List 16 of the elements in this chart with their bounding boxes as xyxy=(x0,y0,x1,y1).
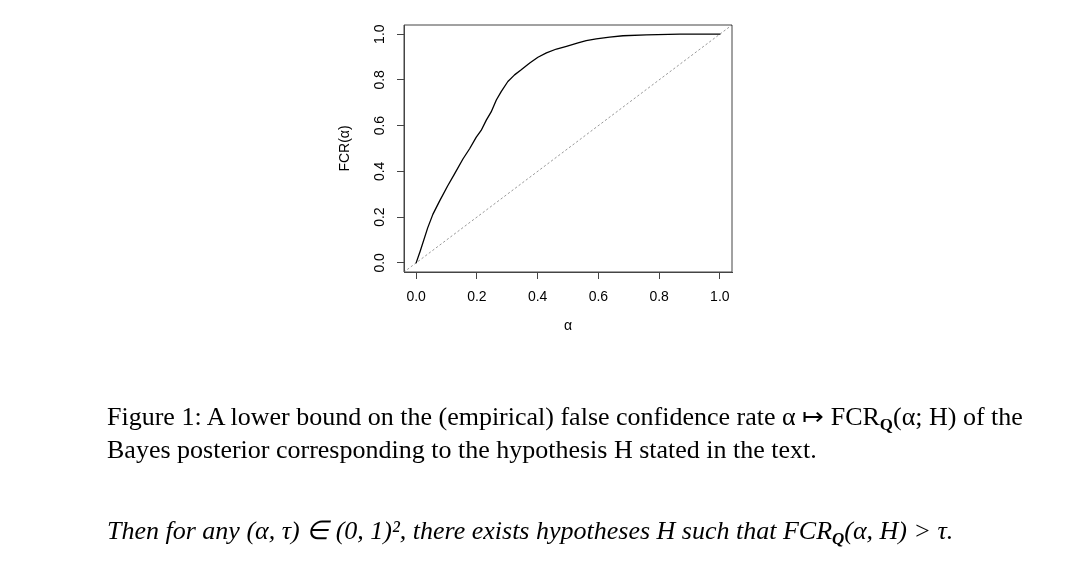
x-tick-label: 0.8 xyxy=(649,288,670,305)
y-tick-label: 1.0 xyxy=(370,24,387,44)
x-tick-label: 0.4 xyxy=(527,288,548,305)
text: Then for any (α, τ) ∈ (0, 1)², there exists hypotheses H such that FCR$_{Q}$(α, H) > τ. xyxy=(107,515,955,549)
y-tick-label: 0.4 xyxy=(370,161,387,182)
x-tick-label: 1.0 xyxy=(710,288,730,305)
x-axis-title: α xyxy=(563,317,573,334)
y-tick-label: 0.6 xyxy=(370,115,387,136)
x-tick-label: 0.0 xyxy=(406,288,427,305)
x-tick-label: 0.2 xyxy=(467,288,487,305)
y-tick-label: 0.8 xyxy=(370,69,387,90)
y-axis-title: FCR(α) xyxy=(336,125,353,172)
x-tick-label: 0.6 xyxy=(588,288,609,305)
y-tick-label: 0.0 xyxy=(370,252,387,273)
y-tick-label: 0.2 xyxy=(370,207,387,227)
text: Figure 1: A lower bound on the (empirical) false confidence rate α ↦ FCR$_{Q}$(α; H) of the Bayes posterior corresponding to the hypothesis H stated in the text. xyxy=(107,402,1023,464)
